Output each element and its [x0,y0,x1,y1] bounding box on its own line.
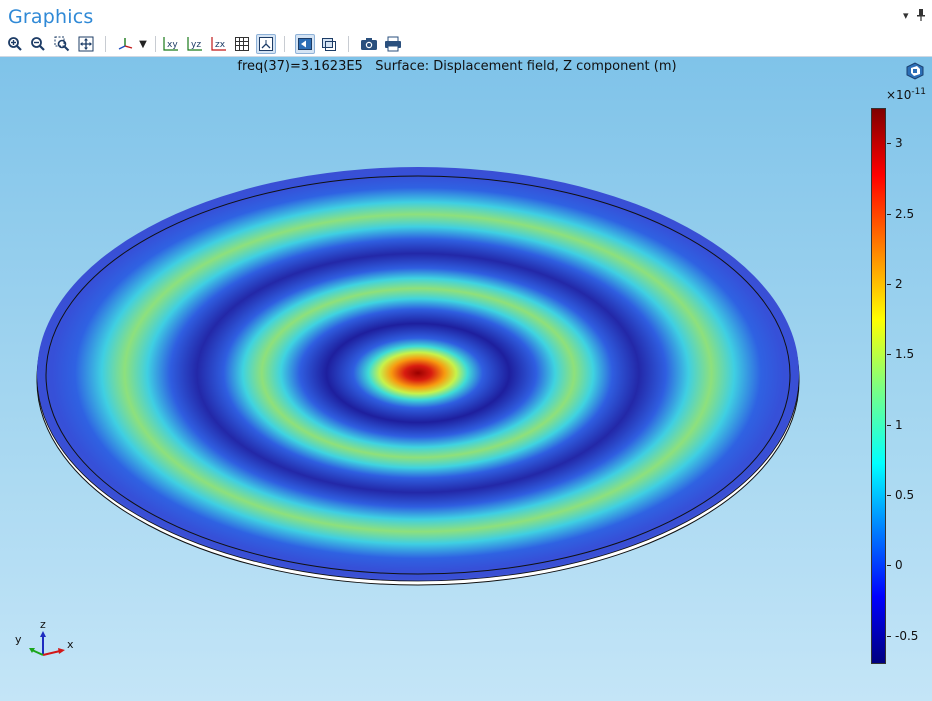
colorbar-tick-label: 2 [895,276,903,291]
svg-text:zx: zx [215,40,226,50]
print-icon [385,36,401,52]
window-title: Graphics [8,6,94,28]
colorbar-tick-mark [887,424,891,426]
colorbar-tick-mark [887,495,891,497]
colorbar-tick-label: -0.5 [895,628,919,643]
colorbar-tick-mark [887,283,891,285]
show-axis-button[interactable] [256,34,276,54]
grid-button[interactable] [232,34,252,54]
colorbar-tick-mark [887,565,891,567]
axis-triad [29,631,65,656]
view-yz-button[interactable]: yz [185,34,205,54]
window-titlebar: Graphics ▾ [0,0,932,32]
view-zx-button[interactable]: zx [209,34,229,54]
zoom-out-icon [31,37,45,51]
camera-icon [361,38,377,50]
axis-orientation-button[interactable] [116,34,136,54]
scene-light-icon [298,38,312,50]
zoom-extents-button[interactable] [76,34,96,54]
zoom-box-button[interactable] [52,34,72,54]
print-button[interactable] [383,34,403,54]
view-xy-icon: xy [163,37,178,51]
axis-orientation-icon [118,38,133,50]
zoom-box-icon [54,36,70,52]
colorbar [871,108,886,664]
transparency-button[interactable] [319,34,339,54]
colorbar-tick-label: 0 [895,558,903,573]
pin-icon[interactable] [917,9,925,24]
axis-orientation-dropdown[interactable]: ▼ [137,34,149,54]
zoom-extents-icon [78,36,94,52]
disc-boundary-line [45,175,791,575]
colorbar-tick-mark [887,354,891,356]
view-xy-button[interactable]: xy [161,34,181,54]
svg-text:yz: yz [191,40,201,50]
colorbar-tick-label: 0.5 [895,488,915,503]
grid-icon [235,37,249,51]
triad-y-label: y [15,633,22,646]
colorbar-tick-label: 3 [895,136,903,151]
zoom-in-button[interactable] [5,34,25,54]
disc-top-surface [37,167,799,579]
colorbar-exponent: ×10-11 [886,87,927,102]
view-yz-icon: yz [187,37,202,51]
window-menu-icon[interactable]: ▾ [903,9,909,22]
graphics-viewport[interactable]: freq(37)=3.1623E5 Surface: Displacement … [0,57,932,701]
graphics-toolbar: ▼ xy yz zx [0,32,932,57]
triad-z-label: z [40,618,46,631]
zoom-in-icon [8,37,22,51]
navigation-cube-icon[interactable] [905,62,925,80]
dropdown-arrow-icon: ▼ [139,38,147,50]
disc-surface-plot [36,167,800,586]
triad-x-label: x [67,638,74,651]
colorbar-tick-mark [887,213,891,215]
camera-button[interactable] [359,34,379,54]
plot-title: freq(37)=3.1623E5 Surface: Displacement … [237,59,677,74]
scene-light-button[interactable] [295,34,315,54]
colorbar-tick-label: 1.5 [895,347,915,362]
zoom-out-button[interactable] [28,34,48,54]
show-axis-icon [259,37,273,51]
colorbar-tick-label: 2.5 [895,206,915,221]
colorbar-tick-mark [887,635,891,637]
transparency-icon [322,38,336,51]
colorbar-tick-mark [887,143,891,145]
svg-text:xy: xy [167,40,178,50]
view-zx-icon: zx [211,37,226,51]
colorbar-tick-label: 1 [895,417,903,432]
